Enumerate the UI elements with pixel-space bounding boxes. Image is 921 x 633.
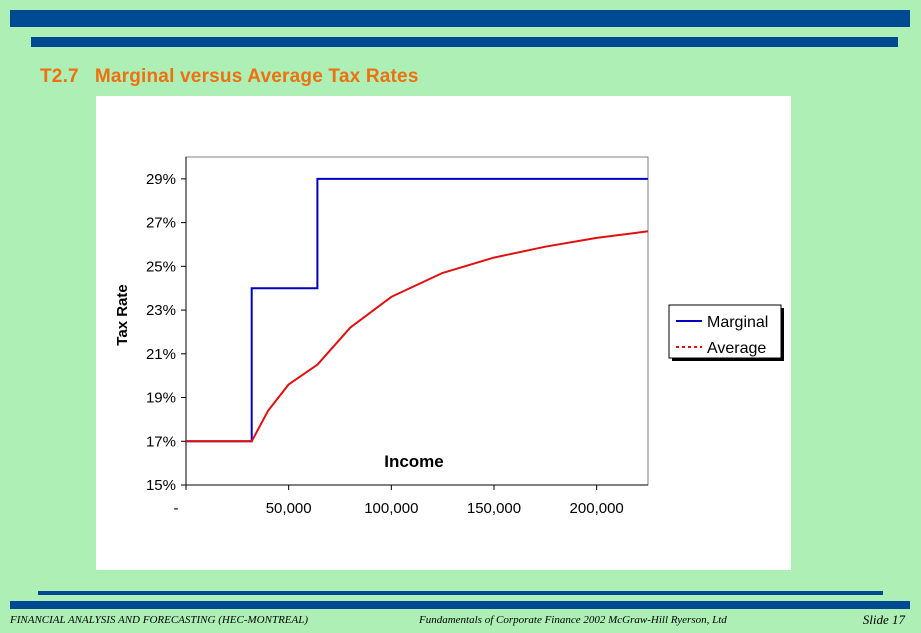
series-average-line <box>186 230 649 443</box>
top-blue-bar <box>10 10 910 27</box>
top-thin-blue-bar <box>31 37 898 47</box>
y-tick-label: 19% <box>146 390 176 407</box>
y-tick-label: 21% <box>146 346 176 363</box>
legend-label-marginal: Marginal <box>707 314 768 331</box>
legend-box <box>668 304 782 359</box>
x-axis-label: Income <box>384 452 444 471</box>
slide-title-text: Marginal versus Average Tax Rates <box>94 66 419 87</box>
y-tick-label: 23% <box>146 302 176 319</box>
y-tick-label: 29% <box>146 171 176 188</box>
y-tick-label: 27% <box>146 215 176 232</box>
x-tick-label: 200,000 <box>570 500 624 517</box>
slide-title-number: T2.7 <box>40 66 79 87</box>
x-tick-label: - <box>174 500 179 517</box>
plot-area <box>185 156 649 486</box>
x-tick-label: 50,000 <box>266 500 312 517</box>
y-axis-label: Tax Rate <box>114 284 131 345</box>
x-tick-label: 150,000 <box>467 500 521 517</box>
x-tick-label: 100,000 <box>364 500 418 517</box>
chart-panel: 15% 17% 19% 21% 23% 25% 27% 29% - 50,000 100,000 15… <box>96 96 791 570</box>
bottom-blue-bar <box>10 601 910 609</box>
tax-rate-chart: 15% 17% 19% 21% 23% 25% 27% 29% - 50,000 100,000 15… <box>114 156 784 517</box>
y-tick-label: 17% <box>146 433 176 450</box>
y-tick-label: 15% <box>146 477 176 494</box>
slide-title: T2.7 Marginal versus Average Tax Rates <box>40 66 419 88</box>
footer-course: FINANCIAL ANALYSIS AND FORECASTING (HEC-… <box>10 614 309 626</box>
slide-number: Slide 17 <box>862 612 905 627</box>
bottom-thin-blue-bar <box>38 591 883 595</box>
y-tick-label: 25% <box>146 258 176 275</box>
legend-label-average: Average <box>707 340 766 357</box>
footer-book: Fundamentals of Corporate Finance 2002 M… <box>419 614 727 626</box>
